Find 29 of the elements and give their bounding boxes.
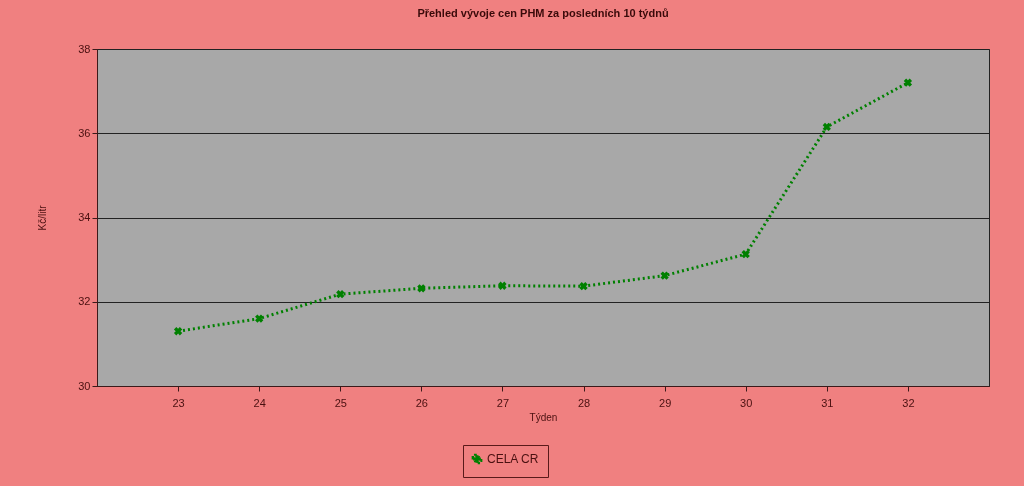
legend-label: CELA CR — [487, 452, 539, 466]
point — [173, 327, 183, 336]
x-tick-label: 31 — [821, 396, 834, 409]
point — [417, 284, 426, 293]
point — [498, 281, 507, 290]
x-tick-label: 28 — [577, 396, 591, 409]
chart-title: Přehled vývoje cen PHM za posledních 10 týdnů — [417, 7, 669, 19]
x-tick-label: 32 — [902, 396, 915, 409]
point — [822, 122, 831, 132]
y-tick-label: 30 — [78, 379, 91, 392]
x-tick-label: 29 — [659, 396, 672, 409]
y-tick-label: 32 — [78, 295, 91, 308]
y-tick-label: 38 — [78, 42, 91, 55]
x-tick-label: 24 — [253, 396, 266, 409]
point — [255, 314, 264, 323]
y-tick-label: 36 — [78, 126, 91, 139]
x-tick-label: 23 — [172, 396, 185, 409]
point — [660, 271, 669, 280]
y-tick-label: 34 — [78, 211, 91, 223]
point — [903, 78, 913, 87]
x-tick-label: 27 — [496, 396, 510, 409]
x-tick-label: 26 — [415, 396, 428, 409]
x-tick-label: 30 — [740, 396, 753, 409]
x-tick-label: 25 — [334, 396, 347, 409]
point — [336, 290, 345, 299]
x-axis-title: Týden — [529, 411, 558, 423]
point — [579, 282, 588, 291]
y-axis-title: Kč/litr — [37, 204, 49, 231]
point — [741, 250, 750, 259]
